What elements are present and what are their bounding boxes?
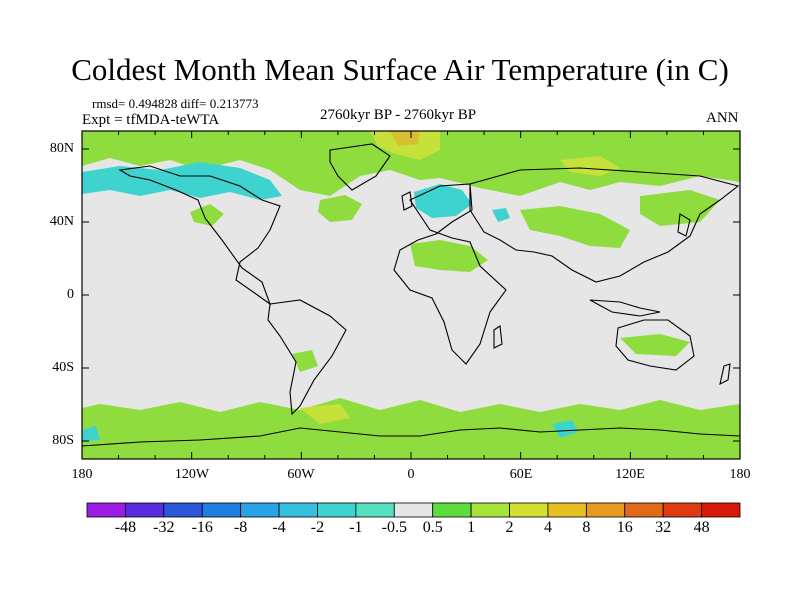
colorbar-label: 0.5 [422,519,443,536]
antarctic-cold [552,420,578,438]
north-atlantic-patch [318,195,362,222]
colorbar-swatch [201,502,242,518]
lon-label-60w: 60W [287,467,315,482]
period-text: 2760kyr BP - 2760kyr BP [320,107,477,123]
colorbar-label: -8 [233,519,248,536]
colorbar-swatch [432,502,472,518]
antarctica-coast [82,427,740,447]
lat-label-40s: 40S [52,360,74,375]
colorbar-label: 48 [693,519,710,536]
north-america-cold [82,162,282,200]
colorbar-swatch [163,502,203,518]
colorbar-swatch [624,502,664,518]
colorbar-swatch [278,502,318,518]
colorbar-swatch [125,502,165,518]
arctic-band [82,131,740,196]
lat-label-0: 0 [67,287,74,302]
lon-label-180w: 180 [71,467,93,482]
map-field [82,131,740,459]
lat-label-40n: 40N [49,214,74,229]
colorbar-label: -32 [153,519,175,536]
light-positive-regions [300,131,620,424]
new-zealand-coast [719,363,731,386]
colorbar-swatch [86,502,126,518]
colorbar-label: 32 [655,519,672,536]
positive-anomaly-regions [82,131,740,459]
asia-patch [520,206,630,248]
lon-label-120w: 120W [174,467,210,482]
colorbar-label: -2 [310,519,325,536]
map-title: Coldest Month Mean Surface Air Temperatu… [71,52,729,87]
australia-patch [620,334,690,356]
lon-label-60e: 60E [509,467,533,482]
rmsd-diff-text: rmsd= 0.494828 diff= 0.213773 [92,96,259,111]
lon-label-180e: 180 [729,467,751,482]
south-america-coast [267,299,347,416]
season-text: ANN [706,110,739,126]
north-america-coast [118,165,281,306]
colorbar-label: -48 [114,519,137,536]
colorbar-swatch [509,502,549,518]
antarctic-cold-2 [82,426,100,442]
colorbar-swatch [547,502,587,518]
east-asia-patch [640,190,720,226]
colorbar-label: 16 [616,519,633,536]
lat-label-80n: 80N [49,141,74,156]
colorbar-swatch [393,502,434,518]
sahara-patch [410,240,488,272]
madagascar-coast [493,325,503,349]
axis-ticks [81,131,741,459]
lon-label-120e: 120E [615,467,645,482]
caspian-cold [492,208,510,222]
indonesia-coast [589,299,661,317]
australia-coast [615,319,695,371]
colorbar-swatch [470,502,510,518]
europe-cold [414,184,472,218]
uk-coast [401,191,413,211]
coastlines [82,143,740,447]
colorbar-label: 2 [505,519,514,536]
colorbar-label: -1 [349,519,363,536]
colorbar-swatch [585,502,626,518]
pacific-north-patch [190,204,224,226]
lon-label-0: 0 [407,467,415,482]
colorbar-swatch [701,502,741,518]
greenland-coast [329,143,391,191]
colorbar-swatch [355,502,395,518]
lat-label-80s: 80S [52,433,74,448]
colorbar [86,502,741,518]
colorbar-label: -16 [191,519,213,536]
colorbar-label: 1 [467,519,476,536]
negative-anomaly-regions [82,162,578,442]
colorbar-swatch [662,502,702,518]
colorbar-swatch [240,502,280,518]
colorbar-label: -4 [272,519,286,536]
colorbar-label: 8 [582,519,591,536]
europe-africa-coast [393,183,507,365]
colorbar-swatch [317,502,357,518]
south-america-patch [292,350,318,372]
colorbar-label: -0.5 [381,519,407,536]
colorbar-label: 4 [543,519,552,536]
asia-coast [469,167,740,283]
japan-coast [677,213,691,237]
warm-regions [390,131,420,146]
southern-ocean-band [82,398,740,459]
experiment-text: Expt = tfMDA-teWTA [82,112,220,128]
